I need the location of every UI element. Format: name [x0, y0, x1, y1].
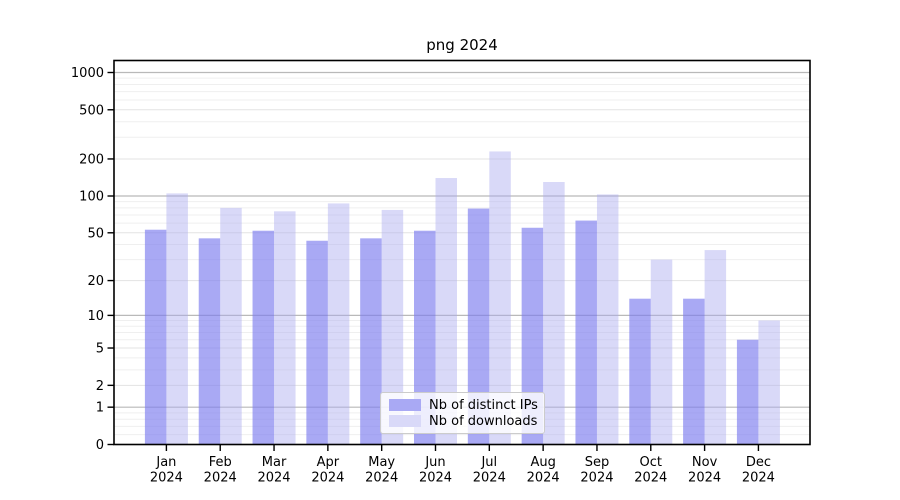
bar-downloads	[274, 211, 296, 445]
bar-downloads	[489, 151, 511, 445]
y-tick-label: 20	[87, 274, 104, 289]
x-tick-label: May 2024	[365, 455, 398, 486]
y-tick-label: 5	[96, 342, 104, 357]
legend-label-distinct-ips: Nb of distinct IPs	[429, 397, 538, 413]
bar-distinct-ips	[198, 238, 221, 445]
y-tick-label: 500	[79, 103, 104, 118]
bar-distinct-ips	[360, 238, 382, 445]
bar-distinct-ips	[629, 298, 651, 445]
y-tick-label: 1	[96, 401, 104, 416]
bar-distinct-ips	[683, 298, 705, 445]
x-tick-label: Aug 2024	[527, 455, 560, 486]
y-tick-label: 0	[96, 438, 104, 453]
x-tick-label: Feb 2024	[204, 455, 237, 486]
legend-swatch-downloads	[389, 415, 421, 427]
x-tick-label: Jun 2024	[419, 455, 452, 486]
x-tick-label: Mar 2024	[257, 455, 290, 486]
plot-spines	[113, 59, 811, 446]
bar-distinct-ips	[575, 220, 597, 445]
bar-distinct-ips	[252, 230, 275, 445]
y-tick-label: 10	[87, 309, 104, 324]
bar-downloads	[220, 207, 242, 445]
legend: Nb of distinct IPs Nb of downloads	[380, 392, 545, 434]
x-tick-label: Jul 2024	[473, 455, 506, 486]
bar-downloads	[381, 209, 404, 445]
x-tick-label: Nov 2024	[688, 455, 721, 486]
legend-swatch-distinct-ips	[389, 399, 421, 411]
bar-distinct-ips	[414, 230, 436, 445]
bar-downloads	[704, 250, 727, 445]
legend-label-downloads: Nb of downloads	[429, 413, 538, 429]
legend-item-downloads: Nb of downloads	[389, 413, 538, 429]
bar-downloads	[166, 193, 188, 445]
y-tick-label: 100	[79, 190, 104, 205]
x-tick-label: Sep 2024	[580, 455, 613, 486]
bar-downloads	[596, 194, 619, 445]
bar-downloads	[543, 181, 565, 445]
bar-distinct-ips	[736, 339, 759, 445]
bar-downloads	[650, 259, 673, 445]
bar-downloads	[327, 203, 350, 445]
y-tick-label: 50	[87, 226, 104, 241]
chart-title: png 2024	[426, 36, 498, 54]
bar-downloads	[435, 178, 457, 445]
x-tick-label: Oct 2024	[634, 455, 667, 486]
bar-distinct-ips	[144, 229, 167, 445]
x-tick-label: Jan 2024	[150, 455, 183, 486]
y-tick-label: 2	[96, 379, 104, 394]
x-tick-label: Apr 2024	[311, 455, 344, 486]
y-tick-label: 200	[79, 152, 104, 167]
bar-distinct-ips	[306, 240, 328, 445]
bar-distinct-ips	[521, 227, 544, 445]
bar-distinct-ips	[467, 208, 490, 445]
y-tick-label: 1000	[71, 66, 104, 81]
bar-downloads	[758, 320, 780, 445]
x-tick-label: Dec 2024	[742, 455, 775, 486]
legend-item-distinct-ips: Nb of distinct IPs	[389, 397, 538, 413]
